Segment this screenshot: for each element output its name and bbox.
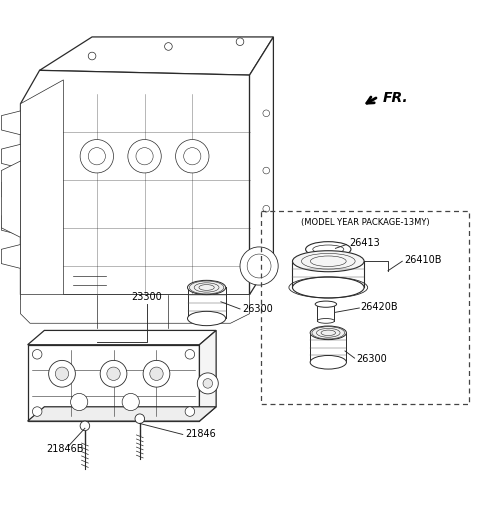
Text: 26410B: 26410B bbox=[405, 255, 442, 265]
Circle shape bbox=[240, 247, 278, 285]
Circle shape bbox=[263, 167, 270, 174]
Text: 26300: 26300 bbox=[356, 354, 387, 364]
Circle shape bbox=[55, 367, 69, 380]
Circle shape bbox=[185, 407, 195, 417]
Text: 26413: 26413 bbox=[349, 238, 380, 248]
Polygon shape bbox=[28, 407, 216, 421]
Polygon shape bbox=[21, 80, 63, 300]
Ellipse shape bbox=[306, 242, 351, 257]
Polygon shape bbox=[199, 330, 216, 421]
Polygon shape bbox=[28, 330, 216, 345]
Circle shape bbox=[176, 139, 209, 173]
Circle shape bbox=[165, 43, 172, 51]
Circle shape bbox=[247, 254, 271, 278]
Polygon shape bbox=[1, 144, 21, 168]
Polygon shape bbox=[21, 70, 250, 295]
Circle shape bbox=[263, 205, 270, 212]
Circle shape bbox=[197, 373, 218, 394]
Bar bbox=[262, 211, 469, 404]
Polygon shape bbox=[39, 37, 274, 75]
Circle shape bbox=[128, 139, 161, 173]
Polygon shape bbox=[1, 161, 21, 237]
Ellipse shape bbox=[310, 326, 347, 339]
Circle shape bbox=[150, 367, 163, 380]
Text: FR.: FR. bbox=[383, 91, 409, 105]
Circle shape bbox=[80, 139, 114, 173]
Circle shape bbox=[185, 350, 195, 359]
Circle shape bbox=[136, 148, 153, 165]
Polygon shape bbox=[1, 111, 21, 135]
Ellipse shape bbox=[292, 251, 364, 272]
Circle shape bbox=[203, 379, 213, 388]
Circle shape bbox=[48, 360, 75, 387]
Text: 26300: 26300 bbox=[242, 304, 273, 314]
Circle shape bbox=[100, 360, 127, 387]
Polygon shape bbox=[1, 178, 21, 202]
Polygon shape bbox=[1, 211, 21, 235]
Text: 21846: 21846 bbox=[185, 429, 216, 439]
Text: (MODEL YEAR PACKAGE-13MY): (MODEL YEAR PACKAGE-13MY) bbox=[301, 218, 430, 227]
Circle shape bbox=[122, 394, 139, 411]
Polygon shape bbox=[28, 345, 199, 421]
Circle shape bbox=[107, 367, 120, 380]
Ellipse shape bbox=[292, 277, 364, 298]
Text: 23300: 23300 bbox=[132, 292, 162, 302]
Circle shape bbox=[71, 394, 88, 411]
Ellipse shape bbox=[317, 319, 335, 323]
Circle shape bbox=[88, 148, 106, 165]
Polygon shape bbox=[1, 245, 21, 268]
Circle shape bbox=[143, 360, 170, 387]
Circle shape bbox=[80, 421, 90, 430]
Text: 21846B: 21846B bbox=[47, 444, 84, 454]
Circle shape bbox=[135, 414, 144, 423]
Polygon shape bbox=[250, 37, 274, 295]
Circle shape bbox=[88, 52, 96, 60]
Circle shape bbox=[263, 110, 270, 117]
Ellipse shape bbox=[188, 280, 226, 295]
Ellipse shape bbox=[313, 245, 344, 254]
Ellipse shape bbox=[188, 311, 226, 326]
Text: 26420B: 26420B bbox=[361, 302, 398, 312]
Polygon shape bbox=[21, 295, 250, 323]
Circle shape bbox=[236, 38, 244, 46]
Ellipse shape bbox=[317, 302, 335, 306]
Ellipse shape bbox=[310, 355, 347, 369]
Circle shape bbox=[184, 148, 201, 165]
Ellipse shape bbox=[315, 301, 336, 307]
Circle shape bbox=[33, 350, 42, 359]
Circle shape bbox=[33, 407, 42, 417]
